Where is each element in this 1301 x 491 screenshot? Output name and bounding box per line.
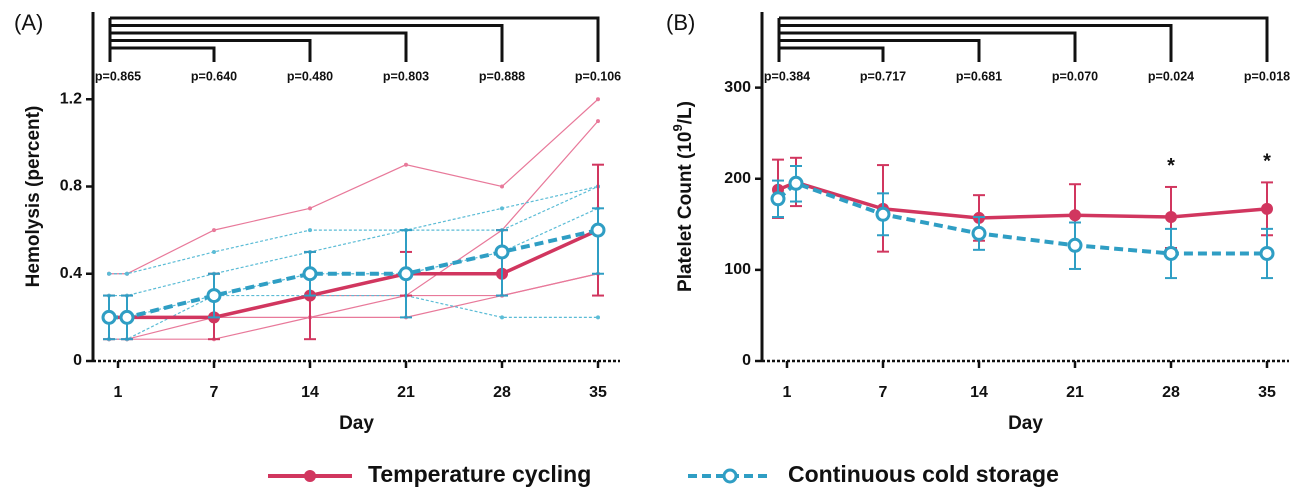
individual-line [109,273,599,340]
individual-line [109,185,599,275]
series-point [1067,237,1083,253]
individual-line [109,294,598,318]
series-point [398,266,414,282]
y-axis-title: Platelet Count (109/L) [670,101,696,292]
series-point [971,225,987,241]
series-point [119,309,135,325]
panel-label: (A) [14,10,43,35]
individual-point [500,315,504,320]
y-tick-label: 1.2 [60,90,82,107]
y-axis-title-part: /L) [675,101,696,124]
legend-label: Temperature cycling [368,461,591,487]
p-value: p=0.681 [956,69,1002,83]
x-tick-label: 7 [210,384,219,401]
x-tick-label: 21 [1066,384,1084,401]
p-value: p=0.024 [1148,69,1194,83]
bracket [779,39,981,62]
y-tick-label: 200 [724,170,751,187]
series-point [875,206,891,222]
significance-star: * [1167,155,1175,177]
x-tick-label: 14 [301,384,319,401]
individual-point [500,206,504,211]
significance-star: * [1263,151,1271,173]
bracket [779,31,1077,62]
p-value: p=0.717 [860,69,906,83]
series-point [302,266,318,282]
x-tick-label: 1 [114,384,123,401]
individual-point [308,206,312,211]
individual-point [308,228,312,233]
x-tick-label: 14 [970,384,988,401]
p-value: p=0.384 [764,69,810,83]
p-value: p=0.803 [383,69,429,83]
legend-marker [304,470,316,482]
series-point [1165,211,1177,224]
series-point [101,309,117,325]
x-tick-label: 7 [879,384,888,401]
series-point [1069,209,1081,222]
y-tick-label: 0.4 [60,265,82,282]
individual-point [596,315,600,320]
series-point [788,175,804,191]
series-point [1259,245,1275,261]
p-value: p=0.018 [1244,69,1290,83]
bracket [110,24,504,62]
panel-label: (B) [666,10,695,35]
individual-point [596,119,600,124]
p-value: p=0.640 [191,69,237,83]
individual-line [109,120,599,340]
x-tick-label: 28 [1162,384,1180,401]
series-point [1163,245,1179,261]
individual-point [500,184,504,189]
bracket [779,16,1269,62]
legend-label: Continuous cold storage [788,461,1059,487]
x-tick-label: 35 [1258,384,1276,401]
bracket [110,39,312,62]
series-point [494,244,510,260]
y-tick-label: 300 [724,79,751,96]
individual-point [212,249,216,254]
p-value: p=0.865 [95,69,141,83]
bracket [110,31,408,62]
y-tick-label: 0.8 [60,178,82,195]
y-tick-label: 0 [73,352,82,369]
series-point [770,191,786,207]
individual-point [404,162,408,167]
x-tick-label: 35 [589,384,607,401]
y-tick-label: 100 [724,261,751,278]
y-axis-title-part: 9 [670,124,685,131]
bracket [779,24,1173,62]
y-axis-title: Hemolysis (percent) [23,106,44,288]
individual-point [125,271,129,276]
series-point [206,288,222,304]
individual-line [109,207,599,340]
bracket [110,16,600,62]
y-tick-label: 0 [742,352,751,369]
x-tick-label: 1 [783,384,792,401]
p-value: p=0.888 [479,69,525,83]
individual-point [596,97,600,102]
bracket [110,46,216,62]
series-point [590,222,606,238]
p-value: p=0.480 [287,69,333,83]
individual-point [212,228,216,233]
x-tick-label: 21 [397,384,415,401]
x-axis-title: Day [339,413,374,434]
series-line [777,180,1268,220]
x-tick-label: 28 [493,384,511,401]
p-value: p=0.106 [575,69,621,83]
series-point [1261,202,1273,215]
p-value: p=0.070 [1052,69,1098,83]
x-axis-title: Day [1008,413,1043,434]
individual-line [109,185,599,297]
legend-marker [722,468,738,484]
bracket [779,46,885,62]
individual-point [107,271,111,276]
y-axis-title-part: Platelet Count (10 [675,131,696,291]
